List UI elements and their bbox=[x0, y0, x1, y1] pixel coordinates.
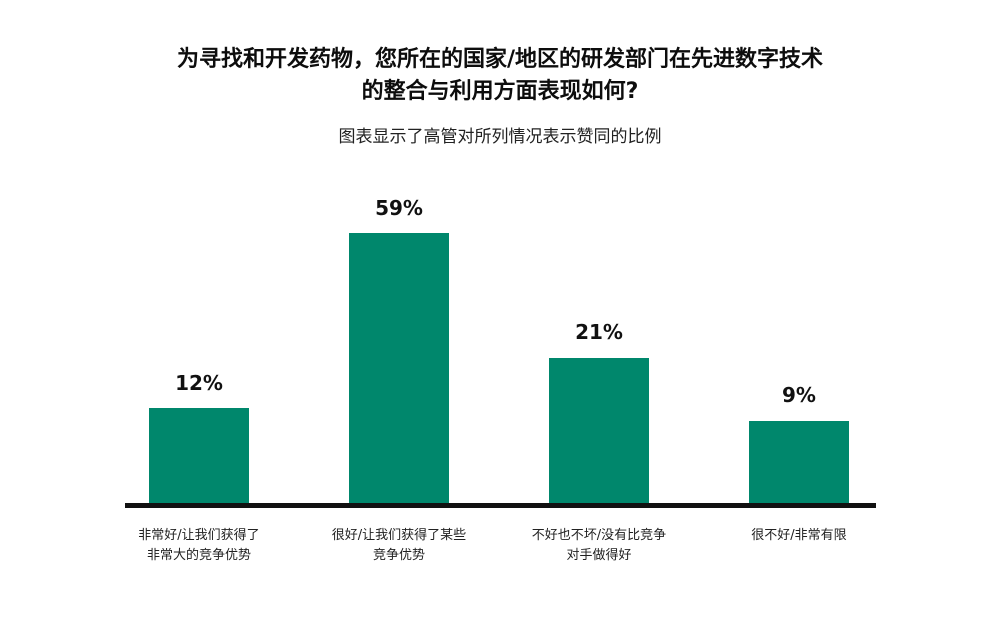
category-label-line: 不好也不坏/没有比竞争 bbox=[531, 528, 667, 543]
bar-neutral bbox=[549, 358, 649, 504]
bar-poor bbox=[749, 421, 849, 504]
x-axis-line bbox=[125, 503, 876, 508]
bar-value-label: 12% bbox=[175, 371, 223, 395]
category-label-line: 很不好/非常有限 bbox=[751, 528, 847, 543]
chart-title: 为寻找和开发药物，您所在的国家/地区的研发部门在先进数字技术 的整合与利用方面表… bbox=[0, 44, 1000, 108]
category-label: 非常好/让我们获得了 非常大的竞争优势 bbox=[99, 526, 299, 566]
bar-value-label: 21% bbox=[575, 320, 623, 344]
category-label-line: 对手做得好 bbox=[566, 548, 632, 563]
bar-good bbox=[349, 233, 449, 504]
chart-subtitle: 图表显示了高管对所列情况表示赞同的比例 bbox=[338, 127, 662, 147]
category-label-line: 非常大的竞争优势 bbox=[146, 548, 251, 563]
category-label: 不好也不坏/没有比竞争 对手做得好 bbox=[499, 526, 699, 566]
category-label: 很好/让我们获得了某些 竞争优势 bbox=[299, 526, 499, 566]
chart-title-line-2: 的整合与利用方面表现如何? bbox=[361, 79, 639, 104]
category-label-line: 很好/让我们获得了某些 bbox=[331, 528, 467, 543]
category-label: 很不好/非常有限 bbox=[699, 526, 899, 546]
category-label-line: 非常好/让我们获得了 bbox=[138, 528, 260, 543]
chart-title-line-1: 为寻找和开发药物，您所在的国家/地区的研发部门在先进数字技术 bbox=[176, 47, 824, 72]
bar-value-label: 9% bbox=[782, 383, 816, 407]
bar-value-label: 59% bbox=[375, 196, 423, 220]
bar-very-good bbox=[149, 408, 249, 504]
category-label-line: 竞争优势 bbox=[372, 548, 425, 563]
